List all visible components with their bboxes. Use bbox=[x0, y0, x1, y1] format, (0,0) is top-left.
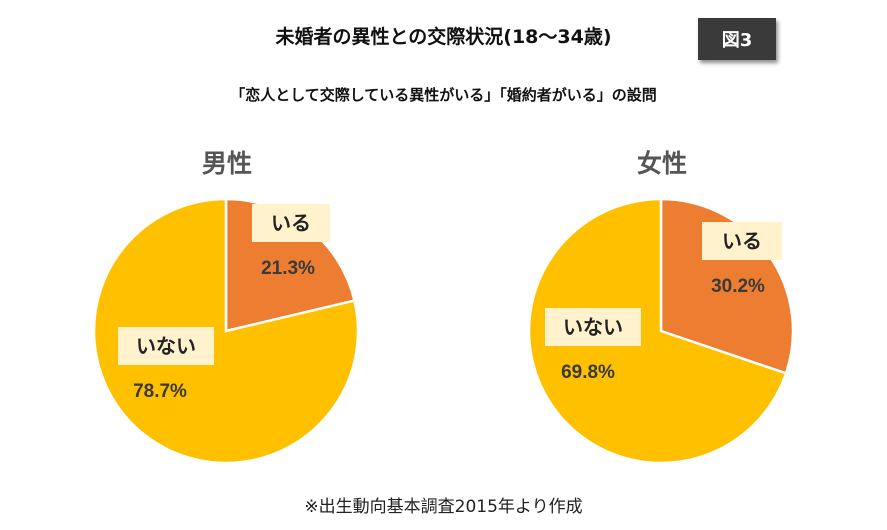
figure-badge: 図3 bbox=[698, 18, 776, 60]
page-title: 未婚者の異性との交際状況(18〜34歳) bbox=[275, 26, 612, 48]
label-box-female-inai bbox=[545, 308, 641, 346]
slice-value-female-inai: 69.8% bbox=[561, 362, 615, 383]
label-box-male-inai bbox=[118, 327, 214, 365]
pie-slice-female-inai bbox=[527, 197, 788, 465]
pie-slice-male-inai bbox=[92, 197, 360, 465]
label-box-female-iru bbox=[702, 222, 782, 260]
slice-value-female-iru: 30.2% bbox=[711, 276, 765, 297]
slice-label-female-iru: いる bbox=[722, 229, 762, 253]
slice-label-male-iru: いる bbox=[271, 211, 311, 235]
source-note: ※出生動向基本調査2015年より作成 bbox=[304, 497, 583, 517]
slice-value-male-iru: 21.3% bbox=[261, 258, 315, 279]
slice-label-male-inai: いない bbox=[136, 334, 196, 358]
chart-title-female: 女性 bbox=[636, 149, 687, 178]
page-subtitle: 「恋人として交際している異性がいる」「婚約者がいる」の設問 bbox=[230, 86, 657, 104]
chart-title-male: 男性 bbox=[201, 149, 252, 178]
label-box-male-iru bbox=[252, 204, 330, 242]
slice-value-male-inai: 78.7% bbox=[133, 381, 187, 402]
slice-label-female-inai: いない bbox=[563, 315, 623, 339]
